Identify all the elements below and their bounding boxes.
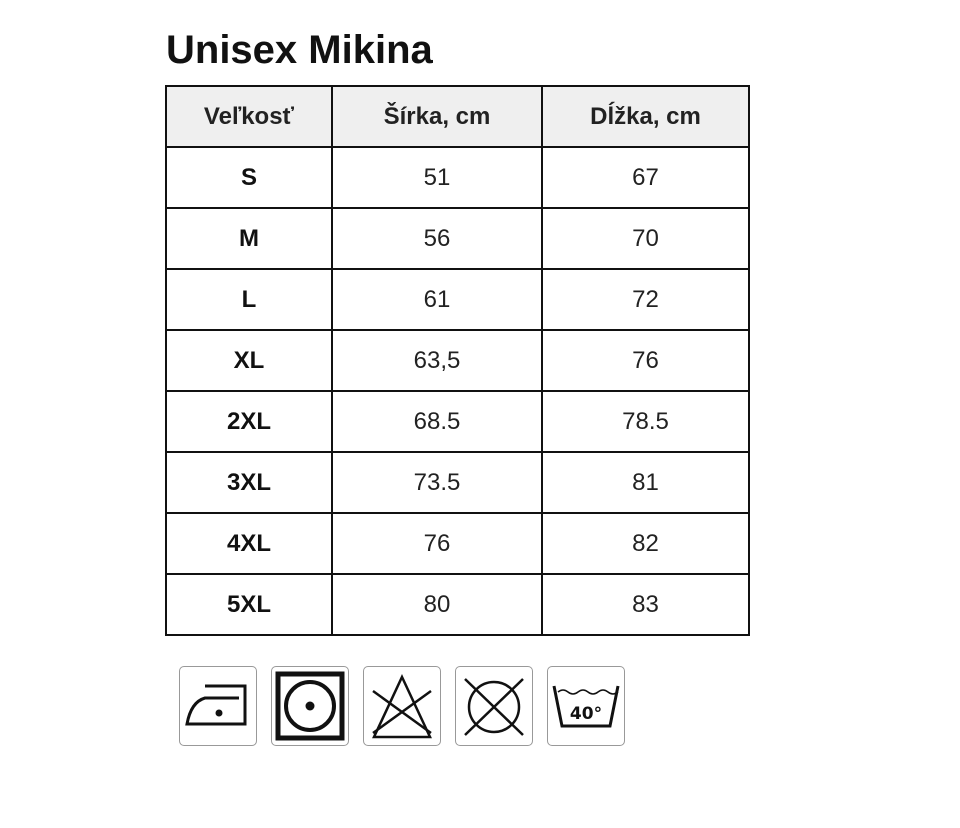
header-length: Dĺžka, cm xyxy=(541,85,750,148)
cell-width: 68.5 xyxy=(331,390,543,453)
table-row: S 51 67 xyxy=(165,146,750,209)
wash-40-icon: 40° xyxy=(547,666,625,746)
wash-temperature: 40° xyxy=(570,704,602,724)
cell-width: 61 xyxy=(331,268,543,331)
cell-width: 73.5 xyxy=(331,451,543,514)
cell-size: XL xyxy=(165,329,333,392)
cell-width: 80 xyxy=(331,573,543,636)
care-icons: 40° xyxy=(179,666,625,746)
cell-size: M xyxy=(165,207,333,270)
table-row: 4XL 76 82 xyxy=(165,512,750,575)
table-row: L 61 72 xyxy=(165,268,750,331)
cell-width: 76 xyxy=(331,512,543,575)
do-not-dry-clean-icon xyxy=(455,666,533,746)
cell-width: 51 xyxy=(331,146,543,209)
cell-length: 81 xyxy=(541,451,750,514)
cell-size: 2XL xyxy=(165,390,333,453)
cell-size: 4XL xyxy=(165,512,333,575)
table-row: 5XL 80 83 xyxy=(165,573,750,636)
iron-low-heat-icon xyxy=(179,666,257,746)
header-width: Šírka, cm xyxy=(331,85,543,148)
cell-length: 82 xyxy=(541,512,750,575)
table-row: M 56 70 xyxy=(165,207,750,270)
page-title: Unisex Mikina xyxy=(166,28,433,72)
cell-size: 3XL xyxy=(165,451,333,514)
cell-length: 70 xyxy=(541,207,750,270)
table-header-row: Veľkosť Šírka, cm Dĺžka, cm xyxy=(165,85,750,148)
cell-length: 76 xyxy=(541,329,750,392)
size-table: Veľkosť Šírka, cm Dĺžka, cm S 51 67 M 56 70 L 6… xyxy=(165,85,750,636)
cell-length: 83 xyxy=(541,573,750,636)
header-size: Veľkosť xyxy=(165,85,333,148)
cell-size: L xyxy=(165,268,333,331)
cell-width: 63,5 xyxy=(331,329,543,392)
table-row: 3XL 73.5 81 xyxy=(165,451,750,514)
table-row: XL 63,5 76 xyxy=(165,329,750,392)
tumble-dry-icon xyxy=(271,666,349,746)
cell-size: S xyxy=(165,146,333,209)
cell-size: 5XL xyxy=(165,573,333,636)
do-not-bleach-icon xyxy=(363,666,441,746)
cell-width: 56 xyxy=(331,207,543,270)
table-row: 2XL 68.5 78.5 xyxy=(165,390,750,453)
cell-length: 78.5 xyxy=(541,390,750,453)
cell-length: 72 xyxy=(541,268,750,331)
cell-length: 67 xyxy=(541,146,750,209)
